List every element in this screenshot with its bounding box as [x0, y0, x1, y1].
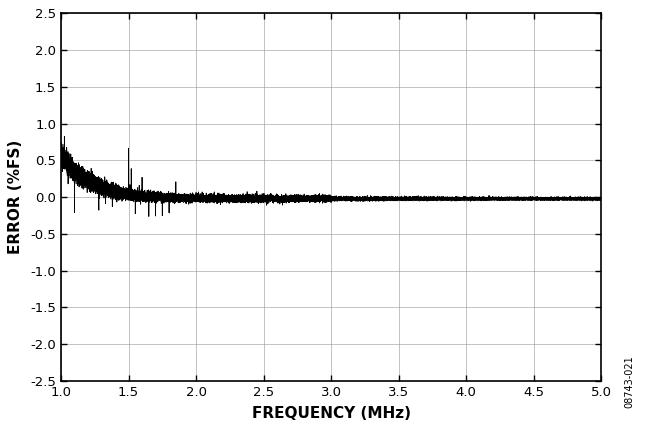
Text: 08743-021: 08743-021: [625, 355, 635, 408]
Y-axis label: ERROR (%FS): ERROR (%FS): [8, 140, 23, 254]
X-axis label: FREQUENCY (MHz): FREQUENCY (MHz): [252, 406, 411, 421]
